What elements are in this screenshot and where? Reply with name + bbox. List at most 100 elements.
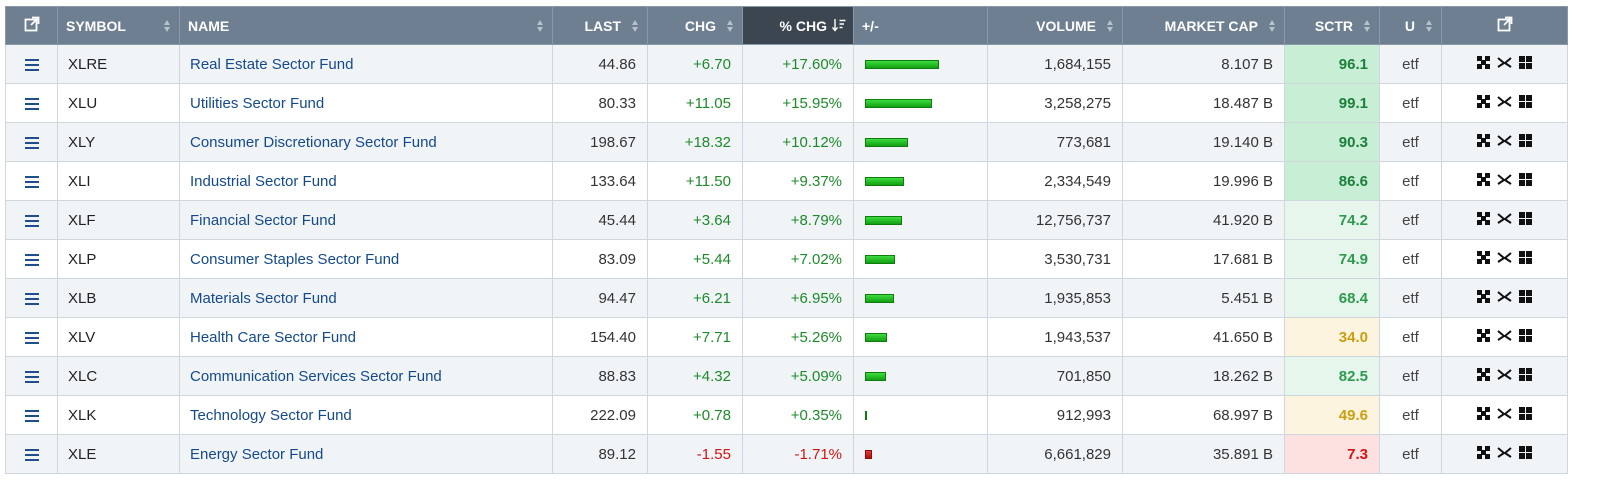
hamburger-menu-icon[interactable] xyxy=(24,214,39,227)
hamburger-menu-icon[interactable] xyxy=(24,331,39,344)
market-cap-cell: 18.487 B xyxy=(1122,83,1285,123)
external-link-icon[interactable] xyxy=(1497,16,1513,32)
grid-view-icon[interactable] xyxy=(1518,172,1533,191)
sctr-cell: 96.1 xyxy=(1284,44,1380,84)
open-all-charts-header[interactable] xyxy=(1441,6,1568,45)
sort-icon xyxy=(1107,19,1114,33)
hamburger-menu-icon[interactable] xyxy=(24,136,39,149)
candlestick-chart-icon[interactable] xyxy=(1476,250,1491,269)
universe-cell: etf xyxy=(1379,356,1442,396)
column-header-symbol[interactable]: SYMBOL xyxy=(57,6,180,45)
last-price-cell: 154.40 xyxy=(552,317,648,357)
universe-cell: etf xyxy=(1379,122,1442,162)
compare-arrows-icon[interactable] xyxy=(1497,55,1512,74)
change-bar-cell xyxy=(853,122,988,162)
change-bar xyxy=(865,98,932,108)
grid-view-icon[interactable] xyxy=(1518,211,1533,230)
row-menu-button[interactable] xyxy=(5,83,58,123)
candlestick-chart-icon[interactable] xyxy=(1476,328,1491,347)
grid-view-icon[interactable] xyxy=(1518,55,1533,74)
compare-arrows-icon[interactable] xyxy=(1497,211,1512,230)
column-header-last[interactable]: LAST xyxy=(552,6,648,45)
grid-view-icon[interactable] xyxy=(1518,133,1533,152)
compare-arrows-icon[interactable] xyxy=(1497,250,1512,269)
candlestick-chart-icon[interactable] xyxy=(1476,172,1491,191)
compare-arrows-icon[interactable] xyxy=(1497,367,1512,386)
compare-arrows-icon[interactable] xyxy=(1497,289,1512,308)
fund-name-link[interactable]: Consumer Discretionary Sector Fund xyxy=(179,122,553,162)
row-menu-button[interactable] xyxy=(5,161,58,201)
column-header-pct-chg[interactable]: % CHG xyxy=(742,6,854,45)
grid-view-icon[interactable] xyxy=(1518,328,1533,347)
row-menu-button[interactable] xyxy=(5,278,58,318)
fund-name-link[interactable]: Communication Services Sector Fund xyxy=(179,356,553,396)
hamburger-menu-icon[interactable] xyxy=(24,292,39,305)
grid-view-icon[interactable] xyxy=(1518,367,1533,386)
row-menu-button[interactable] xyxy=(5,395,58,435)
fund-name-link[interactable]: Materials Sector Fund xyxy=(179,278,553,318)
grid-view-icon[interactable] xyxy=(1518,445,1533,464)
row-menu-button[interactable] xyxy=(5,317,58,357)
candlestick-chart-icon[interactable] xyxy=(1476,445,1491,464)
row-menu-button[interactable] xyxy=(5,356,58,396)
compare-arrows-icon[interactable] xyxy=(1497,406,1512,425)
fund-name-link[interactable]: Technology Sector Fund xyxy=(179,395,553,435)
fund-name-link[interactable]: Consumer Staples Sector Fund xyxy=(179,239,553,279)
grid-view-icon[interactable] xyxy=(1518,406,1533,425)
row-menu-button[interactable] xyxy=(5,122,58,162)
hamburger-menu-icon[interactable] xyxy=(24,175,39,188)
sctr-cell: 74.9 xyxy=(1284,239,1380,279)
grid-view-icon[interactable] xyxy=(1518,289,1533,308)
candlestick-chart-icon[interactable] xyxy=(1476,367,1491,386)
candlestick-chart-icon[interactable] xyxy=(1476,406,1491,425)
candlestick-chart-icon[interactable] xyxy=(1476,55,1491,74)
hamburger-menu-icon[interactable] xyxy=(24,97,39,110)
column-header-chg[interactable]: CHG xyxy=(647,6,743,45)
row-actions xyxy=(1441,44,1568,84)
table-row: XLE Energy Sector Fund 89.12 -1.55 -1.71% 6,6… xyxy=(5,434,1568,474)
hamburger-menu-icon[interactable] xyxy=(24,409,39,422)
compare-arrows-icon[interactable] xyxy=(1497,172,1512,191)
compare-arrows-icon[interactable] xyxy=(1497,445,1512,464)
candlestick-chart-icon[interactable] xyxy=(1476,133,1491,152)
row-menu-button[interactable] xyxy=(5,44,58,84)
market-cap-cell: 19.140 B xyxy=(1122,122,1285,162)
table-row: XLI Industrial Sector Fund 133.64 +11.50 +9.… xyxy=(5,161,1568,201)
fund-name-link[interactable]: Utilities Sector Fund xyxy=(179,83,553,123)
fund-name-link[interactable]: Financial Sector Fund xyxy=(179,200,553,240)
compare-arrows-icon[interactable] xyxy=(1497,94,1512,113)
external-link-icon[interactable] xyxy=(24,16,40,32)
change-bar xyxy=(865,332,887,342)
row-menu-button[interactable] xyxy=(5,239,58,279)
fund-name-link[interactable]: Energy Sector Fund xyxy=(179,434,553,474)
compare-arrows-icon[interactable] xyxy=(1497,328,1512,347)
hamburger-menu-icon[interactable] xyxy=(24,253,39,266)
row-menu-button[interactable] xyxy=(5,434,58,474)
sort-icon xyxy=(537,19,544,33)
column-header-volume[interactable]: VOLUME xyxy=(987,6,1123,45)
hamburger-menu-icon[interactable] xyxy=(24,370,39,383)
hamburger-menu-icon[interactable] xyxy=(24,448,39,461)
column-header-name[interactable]: NAME xyxy=(179,6,553,45)
candlestick-chart-icon[interactable] xyxy=(1476,94,1491,113)
row-menu-button[interactable] xyxy=(5,200,58,240)
column-header-sctr[interactable]: SCTR xyxy=(1284,6,1380,45)
hamburger-menu-icon[interactable] xyxy=(24,58,39,71)
grid-view-icon[interactable] xyxy=(1518,94,1533,113)
compare-arrows-icon[interactable] xyxy=(1497,133,1512,152)
column-header-plus-minus[interactable]: +/- xyxy=(853,6,988,45)
change-cell: +4.32 xyxy=(647,356,743,396)
percent-change-cell: +5.26% xyxy=(742,317,854,357)
fund-name-link[interactable]: Industrial Sector Fund xyxy=(179,161,553,201)
grid-view-icon[interactable] xyxy=(1518,250,1533,269)
open-all-header[interactable] xyxy=(5,6,58,45)
volume-cell: 3,258,275 xyxy=(987,83,1123,123)
fund-name-link[interactable]: Real Estate Sector Fund xyxy=(179,44,553,84)
column-header-u[interactable]: U xyxy=(1379,6,1442,45)
candlestick-chart-icon[interactable] xyxy=(1476,289,1491,308)
percent-change-cell: +5.09% xyxy=(742,356,854,396)
column-header-market-cap[interactable]: MARKET CAP xyxy=(1122,6,1285,45)
change-bar-cell xyxy=(853,83,988,123)
candlestick-chart-icon[interactable] xyxy=(1476,211,1491,230)
fund-name-link[interactable]: Health Care Sector Fund xyxy=(179,317,553,357)
